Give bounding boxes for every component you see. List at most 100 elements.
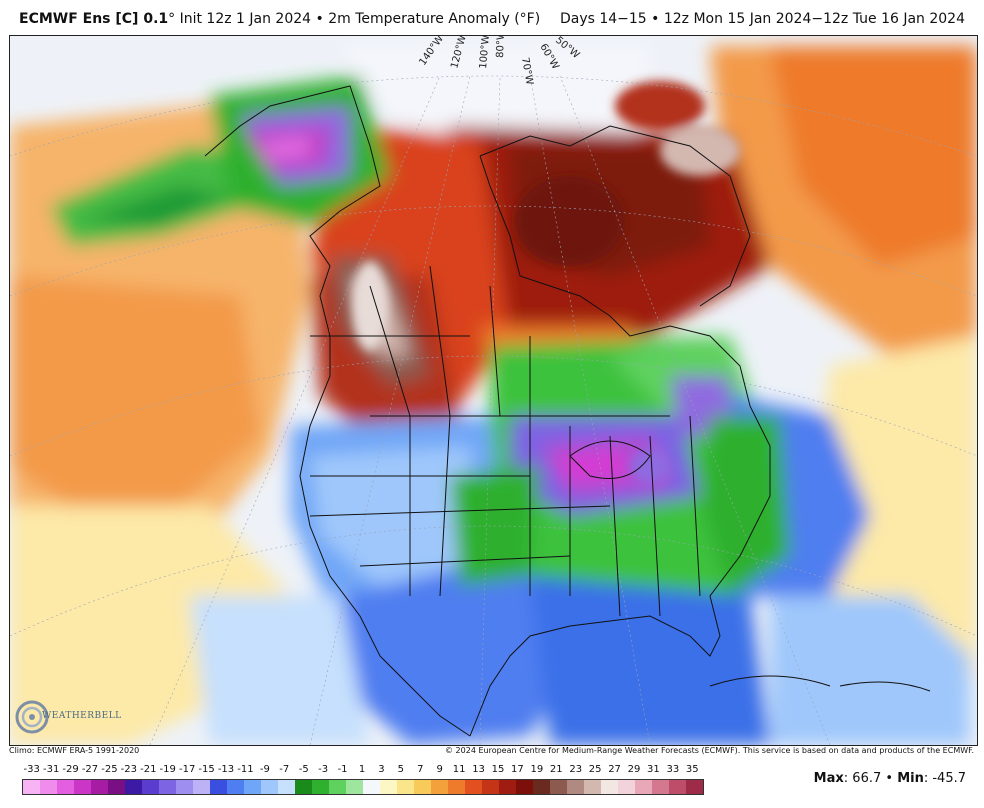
legend-tick-label: 33 (666, 764, 680, 775)
legend-tick-label: -25 (101, 764, 118, 775)
legend-tick-label: 25 (588, 764, 602, 775)
graticule (10, 75, 977, 745)
legend-tick-label: 13 (472, 764, 485, 775)
legend-tick-label: -23 (120, 764, 138, 775)
separator: • (881, 771, 898, 786)
legend-swatch (686, 780, 703, 794)
legend-tick-label: -33 (23, 764, 40, 775)
legend-swatch (567, 780, 584, 794)
legend-swatch (57, 780, 74, 794)
legend-tick-label: 19 (530, 764, 544, 775)
legend-tick-label: -3 (318, 764, 329, 775)
map-canvas: 140°W 120°W 100°W 80°W 70°W 60°W 50°W (10, 36, 977, 745)
anomaly-detail (352, 81, 740, 484)
color-legend: -33 -31 -29 -27 -25 -23 -21 -19 -17 -15 -13 -11 -9 -7… (14, 764, 704, 804)
legend-tick-label: 17 (511, 764, 524, 775)
chart-title: ECMWF Ens [C] 0.1° Init 12z 1 Jan 2024 •… (19, 11, 540, 27)
legend-tick-label: 23 (569, 764, 583, 775)
title-model: ECMWF Ens [C] 0.1 (19, 11, 169, 27)
legend-swatch (295, 780, 312, 794)
legend-swatch (227, 780, 244, 794)
max-value: : 66.7 (843, 771, 882, 786)
climo-credit: Climo: ECMWF ERA-5 1991-2020 (9, 746, 140, 755)
legend-swatch (652, 780, 669, 794)
legend-swatch (193, 780, 210, 794)
coastlines (204, 85, 931, 737)
legend-tick-label: 9 (436, 764, 443, 775)
legend-tick-label: 15 (491, 764, 505, 775)
legend-ticks: -33 -31 -29 -27 -25 -23 -21 -19 -17 -15 -13 -11 -9 -7… (14, 764, 702, 778)
legend-swatch (516, 780, 533, 794)
lon-label-80: 80°W (495, 36, 507, 58)
legend-swatch (91, 780, 108, 794)
legend-tick-label: -9 (259, 764, 270, 775)
header: ECMWF Ens [C] 0.1° Init 12z 1 Jan 2024 •… (0, 0, 984, 34)
legend-swatch (159, 780, 176, 794)
legend-tick-label: -27 (81, 764, 99, 775)
legend-swatch (499, 780, 516, 794)
temperature-anomaly-map: 140°W 120°W 100°W 80°W 70°W 60°W 50°W (9, 35, 978, 746)
legend-tick-label: -31 (42, 764, 60, 775)
legend-swatch (346, 780, 363, 794)
legend-tick-label: -1 (337, 764, 348, 775)
max-min-readout: Max: 66.7 • Min: -45.7 (814, 771, 966, 786)
legend-swatch (261, 780, 278, 794)
legend-swatch (533, 780, 550, 794)
legend-tick-label: -17 (178, 764, 196, 775)
legend-tick-label: -19 (159, 764, 176, 775)
legend-tick-label: -13 (217, 764, 235, 775)
legend-swatch (414, 780, 431, 794)
legend-swatch (244, 780, 261, 794)
legend-tick-label: -15 (198, 764, 215, 775)
legend-tick-label: 31 (647, 764, 660, 775)
copyright-credit: © 2024 European Centre for Medium-Range … (445, 746, 974, 755)
legend-swatch (176, 780, 193, 794)
title-description: ° Init 12z 1 Jan 2024 • 2m Temperature A… (168, 11, 541, 27)
legend-swatch (601, 780, 618, 794)
legend-tick-label: 1 (358, 764, 366, 775)
legend-swatch (125, 780, 142, 794)
legend-tick-label: -21 (140, 764, 157, 775)
swirl-icon (15, 700, 49, 734)
legend-swatch (329, 780, 346, 794)
legend-swatch (431, 780, 448, 794)
legend-tick-label: 21 (549, 764, 563, 775)
legend-swatch (550, 780, 567, 794)
legend-swatch (482, 780, 499, 794)
lon-label-70: 70°W (519, 57, 535, 86)
legend-tick-label: 29 (627, 764, 641, 775)
legend-swatch (108, 780, 125, 794)
legend-tick-label: -29 (62, 764, 79, 775)
legend-tick-label: -11 (237, 764, 254, 775)
legend-swatch (312, 780, 329, 794)
legend-swatch (363, 780, 380, 794)
legend-tick-label: 11 (452, 764, 466, 775)
valid-time: Days 14−15 • 12z Mon 15 Jan 2024−12z Tue… (559, 11, 965, 27)
legend-tick-label: 27 (608, 764, 621, 775)
legend-tick-label: 7 (417, 764, 424, 775)
legend-swatch (465, 780, 482, 794)
legend-swatch (74, 780, 91, 794)
legend-swatch (142, 780, 159, 794)
lon-label-100: 100°W (478, 36, 492, 69)
legend-swatch (635, 780, 652, 794)
legend-swatch (584, 780, 601, 794)
legend-swatches (22, 779, 704, 795)
legend-swatch (618, 780, 635, 794)
legend-swatch (669, 780, 686, 794)
legend-swatch (40, 780, 57, 794)
logo-text: WEATHERBELL (42, 711, 122, 721)
max-label: Max (813, 771, 844, 786)
legend-tick-label: 5 (397, 764, 405, 775)
legend-tick-label: 3 (378, 764, 385, 775)
legend-swatch (448, 780, 465, 794)
legend-swatch (380, 780, 397, 794)
min-value: : -45.7 (923, 771, 966, 786)
legend-swatch (278, 780, 295, 794)
legend-swatch (23, 780, 40, 794)
legend-tick-label: -7 (279, 764, 290, 775)
min-label: Min (897, 771, 924, 786)
legend-tick-label: -5 (298, 764, 309, 775)
legend-swatch (397, 780, 414, 794)
weatherbell-logo: WEATHERBELL (12, 697, 121, 737)
